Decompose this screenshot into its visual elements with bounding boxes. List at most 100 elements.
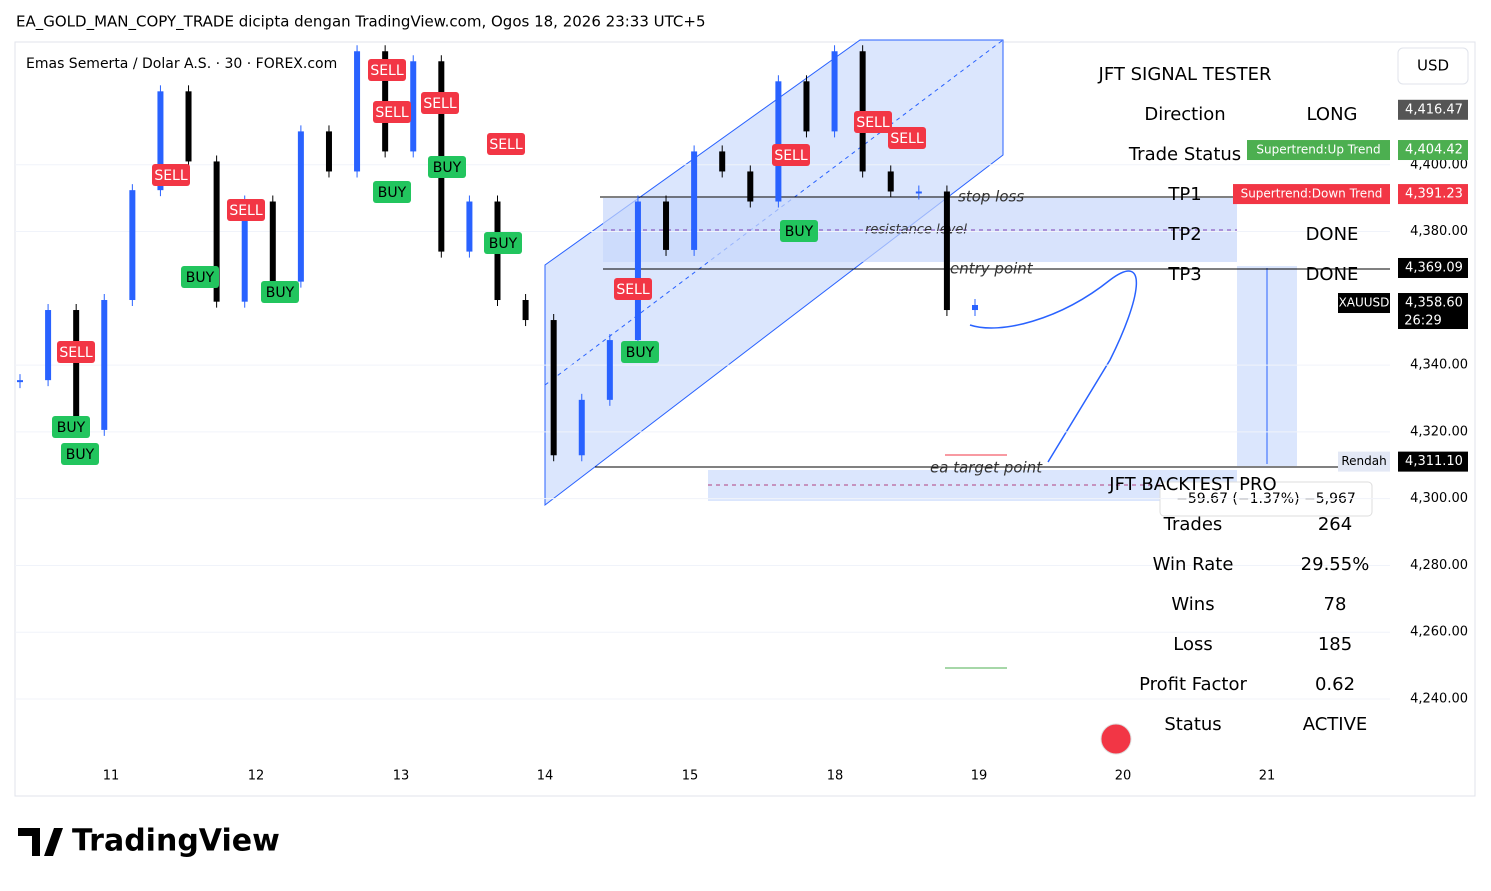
- signal-box: [854, 111, 892, 133]
- price-tag-value: 4,358.60: [1405, 296, 1463, 311]
- candle: [410, 61, 417, 152]
- countdown: 26:29: [1404, 314, 1441, 329]
- candle: [213, 161, 220, 302]
- candle: [325, 131, 332, 172]
- candle: [578, 399, 585, 456]
- header-title: EA_GOLD_MAN_COPY_TRADE dicipta dengan Tr…: [16, 13, 706, 32]
- panel-key: Profit Factor: [1139, 674, 1247, 695]
- price-label: 4,260.00: [1410, 625, 1468, 640]
- currency[interactable]: USD: [1417, 57, 1449, 75]
- time-label: 11: [103, 769, 120, 784]
- price-tag: [1398, 140, 1468, 161]
- panel-key: Loss: [1173, 634, 1212, 655]
- signal-title: JFT SIGNAL TESTER: [1098, 64, 1272, 85]
- candle: [297, 131, 304, 282]
- candle: [972, 305, 978, 311]
- time-label: 19: [971, 769, 988, 784]
- price-tag: [1398, 184, 1468, 205]
- signal: BUY: [378, 185, 407, 201]
- entry-label: entry point: [950, 260, 1034, 278]
- signal-box: [61, 443, 99, 465]
- signal-box: [621, 341, 659, 363]
- flag-icon: [1100, 723, 1132, 755]
- price-tag-value: 4,416.47: [1405, 102, 1463, 117]
- time-label: 21: [1259, 769, 1276, 784]
- signal-box: [487, 133, 525, 155]
- candle: [466, 201, 473, 252]
- signal: BUY: [266, 285, 295, 301]
- panel-value: 29.55%: [1301, 554, 1370, 575]
- panel-value: 185: [1318, 634, 1352, 655]
- candle: [550, 320, 557, 456]
- candle: [129, 190, 136, 301]
- price-tag-value: 4,391.23: [1405, 187, 1463, 202]
- tag-label-box: [1247, 140, 1390, 161]
- tag-label-box: [1338, 293, 1390, 314]
- signal-box: [373, 101, 411, 123]
- signal: BUY: [489, 236, 518, 252]
- candle: [747, 171, 754, 202]
- price-tag: [1398, 99, 1468, 120]
- panel-value: 264: [1318, 514, 1352, 535]
- candle: [157, 91, 164, 191]
- candle: [887, 171, 894, 192]
- brand: TradingView: [72, 824, 280, 859]
- signal-box: [772, 144, 810, 166]
- panel-value: DONE: [1306, 264, 1359, 285]
- candle: [803, 81, 810, 132]
- signal-box: [261, 281, 299, 303]
- candle: [606, 340, 613, 400]
- candle: [101, 300, 108, 430]
- price-tag-value: 4,404.42: [1405, 143, 1463, 158]
- time-label: 14: [537, 769, 554, 784]
- panel-key: TP2: [1167, 224, 1201, 245]
- signal: BUY: [626, 345, 655, 361]
- price-label: 4,240.00: [1410, 692, 1468, 707]
- projection-curve: [969, 270, 1138, 463]
- signal-box: [57, 341, 95, 363]
- signal-box: [780, 220, 818, 242]
- candle: [45, 310, 52, 381]
- candle: [691, 151, 698, 250]
- signal: SELL: [489, 137, 523, 153]
- backtest-title: JFT BACKTEST PRO: [1108, 474, 1276, 495]
- signal-box: [52, 416, 90, 438]
- candle: [943, 191, 950, 311]
- panel-value: ACTIVE: [1303, 714, 1368, 735]
- candle: [522, 300, 529, 321]
- signal-box: [181, 266, 219, 288]
- price-tag: [1398, 257, 1468, 278]
- panel-value: DONE: [1306, 224, 1359, 245]
- price-label: 4,380.00: [1410, 224, 1468, 239]
- candle: [915, 191, 922, 194]
- signal: SELL: [890, 131, 924, 147]
- price-label: 4,400.00: [1410, 157, 1468, 172]
- currency-button[interactable]: [1397, 47, 1469, 85]
- signal-box: [227, 199, 265, 221]
- time-label: 15: [682, 769, 699, 784]
- candle: [269, 201, 276, 282]
- candle: [831, 51, 838, 132]
- panel-value: 0.62: [1315, 674, 1355, 695]
- tag-label-box: [1338, 451, 1390, 472]
- signal-box: [484, 232, 522, 254]
- price-tag: [1398, 451, 1468, 472]
- candle: [634, 201, 641, 341]
- signal-box: [428, 156, 466, 178]
- panel-key: TP3: [1167, 264, 1201, 285]
- signal-box: [152, 164, 190, 186]
- price-label: 4,280.00: [1410, 558, 1468, 573]
- panel-key: Win Rate: [1153, 554, 1234, 575]
- signal-box: [368, 59, 406, 81]
- panel-value: 78: [1324, 594, 1347, 615]
- time-label: 20: [1115, 769, 1132, 784]
- candle: [185, 91, 192, 162]
- target-label: ea target point: [930, 459, 1043, 477]
- candle: [663, 201, 670, 250]
- candle: [17, 380, 23, 383]
- signal: BUY: [433, 160, 462, 176]
- time-label: 12: [248, 769, 265, 784]
- signal: BUY: [186, 270, 215, 286]
